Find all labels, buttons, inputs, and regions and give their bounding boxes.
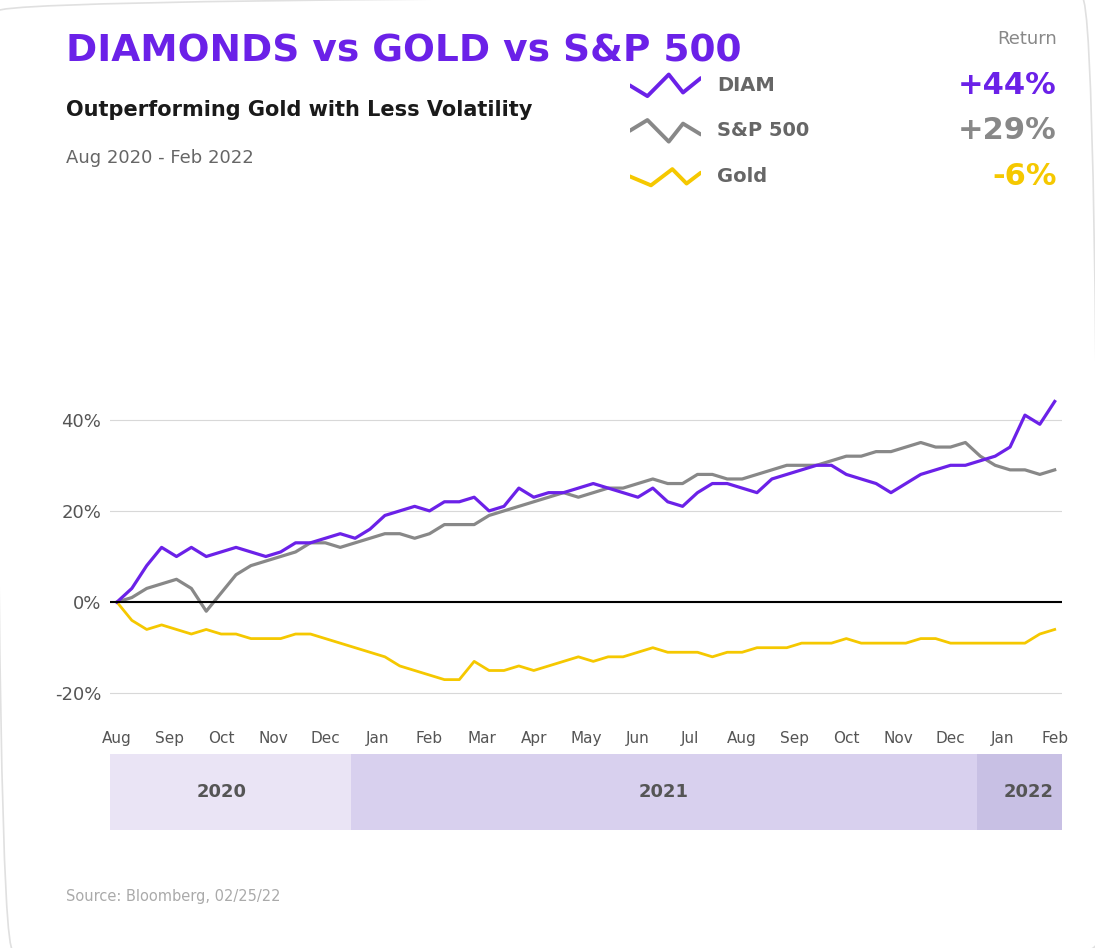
Bar bbox=[977, 754, 1081, 830]
Text: Source: Bloomberg, 02/25/22: Source: Bloomberg, 02/25/22 bbox=[66, 889, 280, 904]
Text: S&P 500: S&P 500 bbox=[717, 121, 809, 140]
Text: 2020: 2020 bbox=[196, 783, 246, 800]
Bar bbox=[91, 754, 351, 830]
Text: DIAM: DIAM bbox=[717, 76, 775, 95]
Bar bbox=[351, 754, 977, 830]
Text: Outperforming Gold with Less Volatility: Outperforming Gold with Less Volatility bbox=[66, 100, 532, 119]
Text: DIAMONDS vs GOLD vs S&P 500: DIAMONDS vs GOLD vs S&P 500 bbox=[66, 33, 741, 69]
Text: +44%: +44% bbox=[958, 71, 1057, 100]
Text: Aug 2020 - Feb 2022: Aug 2020 - Feb 2022 bbox=[66, 149, 253, 167]
Text: Return: Return bbox=[996, 30, 1057, 48]
Text: +29%: +29% bbox=[958, 117, 1057, 145]
Text: 2021: 2021 bbox=[639, 783, 689, 800]
Text: Gold: Gold bbox=[717, 167, 768, 186]
Text: 2022: 2022 bbox=[1004, 783, 1053, 800]
Text: -6%: -6% bbox=[992, 162, 1057, 191]
